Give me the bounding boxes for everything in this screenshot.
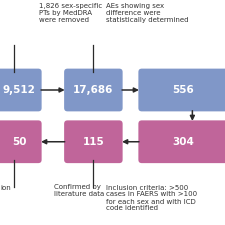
Text: AEs showing sex
difference were
statistically determined: AEs showing sex difference were statisti… (106, 3, 188, 23)
Text: ion: ion (0, 184, 11, 191)
FancyBboxPatch shape (138, 120, 225, 163)
Text: 304: 304 (172, 137, 194, 147)
FancyBboxPatch shape (138, 69, 225, 111)
FancyBboxPatch shape (0, 120, 42, 163)
Text: Confirmed by
literature data: Confirmed by literature data (54, 184, 104, 198)
FancyBboxPatch shape (64, 120, 123, 163)
Text: 1,826 sex-specific
PTs by MedDRA
were removed: 1,826 sex-specific PTs by MedDRA were re… (39, 3, 103, 23)
Text: Inclusion criteria: >500
cases in FAERS with >100
for each sex and with ICD
code: Inclusion criteria: >500 cases in FAERS … (106, 184, 197, 212)
Text: 50: 50 (12, 137, 26, 147)
Text: 556: 556 (173, 85, 194, 95)
FancyBboxPatch shape (64, 69, 123, 111)
Text: 9,512: 9,512 (3, 85, 36, 95)
FancyBboxPatch shape (0, 69, 42, 111)
Text: 115: 115 (83, 137, 104, 147)
Text: 17,686: 17,686 (73, 85, 114, 95)
